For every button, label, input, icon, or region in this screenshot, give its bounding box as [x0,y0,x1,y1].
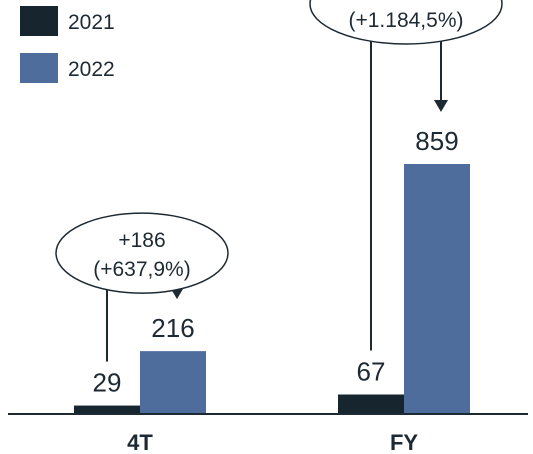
value-label-FY-2021: 67 [357,357,386,387]
annotation-arrow-head-FY [434,100,448,112]
annotation-ellipse-FY [309,0,503,45]
category-label-FY: FY [390,430,418,454]
annotations: +186 (+637,9%) +792 (+1.184,5%) [55,0,503,362]
legend-label-2022: 2022 [68,58,115,81]
value-label-4T-2022: 216 [151,313,194,343]
value-label-4T-2021: 29 [93,368,122,398]
category-label-4T: 4T [127,430,153,454]
bar-FY-2022 [404,164,470,414]
legend: 2021 2022 [20,6,115,83]
annotation-ellipse-4T [55,212,229,294]
legend-label-2021: 2021 [68,11,115,34]
annotation-pct-FY: (+1.184,5%) [349,9,464,32]
annotation-delta-FY: +792 [382,0,429,3]
legend-swatch-2021 [20,6,58,36]
bar-4T-2021 [74,405,140,414]
legend-swatch-2022 [20,53,58,83]
bar-FY-2021 [338,394,404,414]
bars: 29 216 67 859 [74,126,470,414]
annotation-delta-4T: +186 [118,229,165,252]
category-labels: 4T FY [127,430,418,454]
value-label-FY-2022: 859 [415,126,458,156]
annotation-pct-4T: (+637,9%) [93,258,190,281]
bar-4T-2022 [140,351,206,414]
